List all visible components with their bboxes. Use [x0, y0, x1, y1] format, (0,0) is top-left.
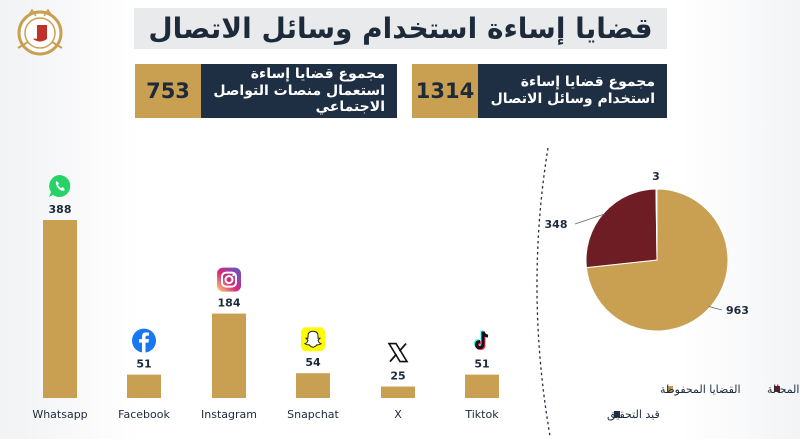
category-label: Snapchat: [287, 408, 339, 421]
pie-slice: [585, 188, 658, 269]
category-label: Facebook: [118, 408, 170, 421]
pie-value-label: 3: [652, 170, 660, 183]
bar-facebook: [127, 374, 161, 398]
pie-value-label: 348: [545, 218, 568, 231]
legend-label: القضايا المحالة: [767, 383, 800, 396]
bar-whatsapp: [43, 220, 77, 398]
pie-leader-line: [574, 213, 606, 225]
stat-card-social-media-misuse: 753 مجموع قضايا إساءة استعمال منصات التو…: [135, 64, 397, 118]
legend-swatch: [667, 386, 673, 392]
facebook-icon: [132, 328, 156, 353]
category-label: Tiktok: [464, 408, 499, 421]
emblem-logo: [17, 8, 63, 56]
tiktok-icon: [473, 330, 489, 351]
stat-label: مجموع قضايا إساءة استخدام وسائل الاتصال: [478, 64, 667, 118]
bar-tiktok: [465, 374, 499, 398]
stat-label: مجموع قضايا إساءة استعمال منصات التواصل …: [201, 64, 397, 118]
stat-value: 1314: [412, 64, 478, 118]
pie-leader-line: [708, 306, 723, 311]
instagram-icon: [217, 267, 241, 292]
page-title: قضايا إساءة استخدام وسائل الاتصال: [148, 12, 653, 45]
category-label: Whatsapp: [32, 408, 87, 421]
bar-value-label: 25: [390, 370, 405, 383]
whatsapp-icon: [49, 175, 71, 197]
bar-value-label: 51: [136, 358, 151, 371]
bar-value-label: 388: [49, 203, 72, 216]
bar-value-label: 184: [218, 297, 241, 310]
category-label: X: [394, 408, 402, 421]
x-icon: [387, 342, 409, 363]
pie-slice: [655, 188, 658, 261]
pie-value-label: 963: [726, 304, 749, 317]
bar-x: [381, 386, 415, 398]
legend-swatch: [614, 411, 620, 417]
stat-value: 753: [135, 64, 201, 118]
bar-value-label: 51: [474, 358, 489, 371]
legend-swatch: [774, 386, 780, 392]
title-bar: قضايا إساءة استخدام وسائل الاتصال: [134, 8, 667, 49]
bar-snapchat: [296, 373, 330, 398]
bar-instagram: [212, 313, 246, 398]
bar-value-label: 54: [305, 356, 321, 369]
snapchat-icon: [301, 327, 325, 352]
legend-label: القضايا المحفوظة: [660, 383, 741, 396]
stat-card-communication-misuse: 1314 مجموع قضايا إساءة استخدام وسائل الا…: [412, 64, 667, 118]
category-label: Instagram: [201, 408, 257, 421]
legend-label: قيد التحقيق: [607, 408, 660, 422]
